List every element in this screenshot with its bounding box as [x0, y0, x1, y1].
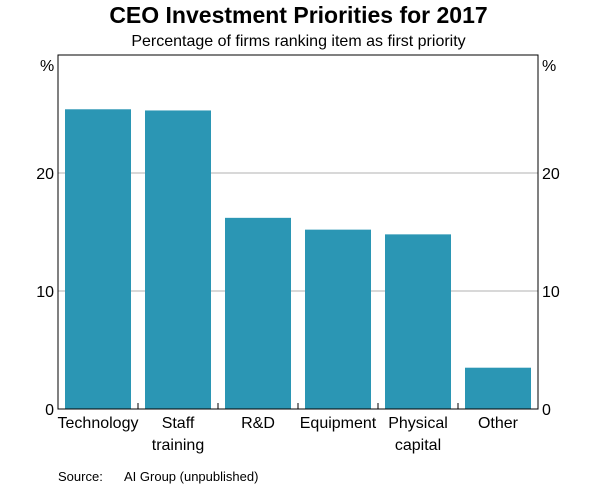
source-note: Source: AI Group (unpublished) — [58, 469, 258, 484]
y-unit-right: % — [542, 58, 556, 75]
chart-subtitle: Percentage of firms ranking item as firs… — [131, 33, 466, 50]
bar — [385, 234, 451, 409]
bar-chart: % % 0 0 10 10 20 20 Technology Staff training R&… — [36, 54, 560, 454]
x-category-label: Other — [478, 415, 519, 432]
y-tick-label-left: 20 — [36, 166, 54, 183]
y-tick-label-right: 0 — [542, 402, 551, 419]
bar — [305, 229, 371, 409]
y-tick-label-left: 0 — [45, 402, 54, 419]
y-tick-label-left: 10 — [36, 284, 54, 301]
bar — [65, 109, 131, 409]
bar — [145, 110, 211, 410]
x-category-label: Physical capital — [388, 415, 448, 454]
y-tick-label-right: 20 — [542, 166, 560, 183]
bar — [465, 367, 531, 409]
chart-title: CEO Investment Priorities for 2017 — [109, 2, 488, 28]
source-text: AI Group (unpublished) — [124, 469, 259, 484]
x-category-label: Technology — [58, 415, 139, 432]
y-unit-left: % — [40, 58, 54, 75]
bar — [225, 217, 291, 409]
x-category-label: R&D — [241, 415, 275, 432]
x-category-label: Staff training — [152, 415, 204, 454]
x-category-label: Equipment — [300, 415, 377, 432]
source-label: Source: — [58, 469, 103, 484]
y-tick-label-right: 10 — [542, 284, 560, 301]
